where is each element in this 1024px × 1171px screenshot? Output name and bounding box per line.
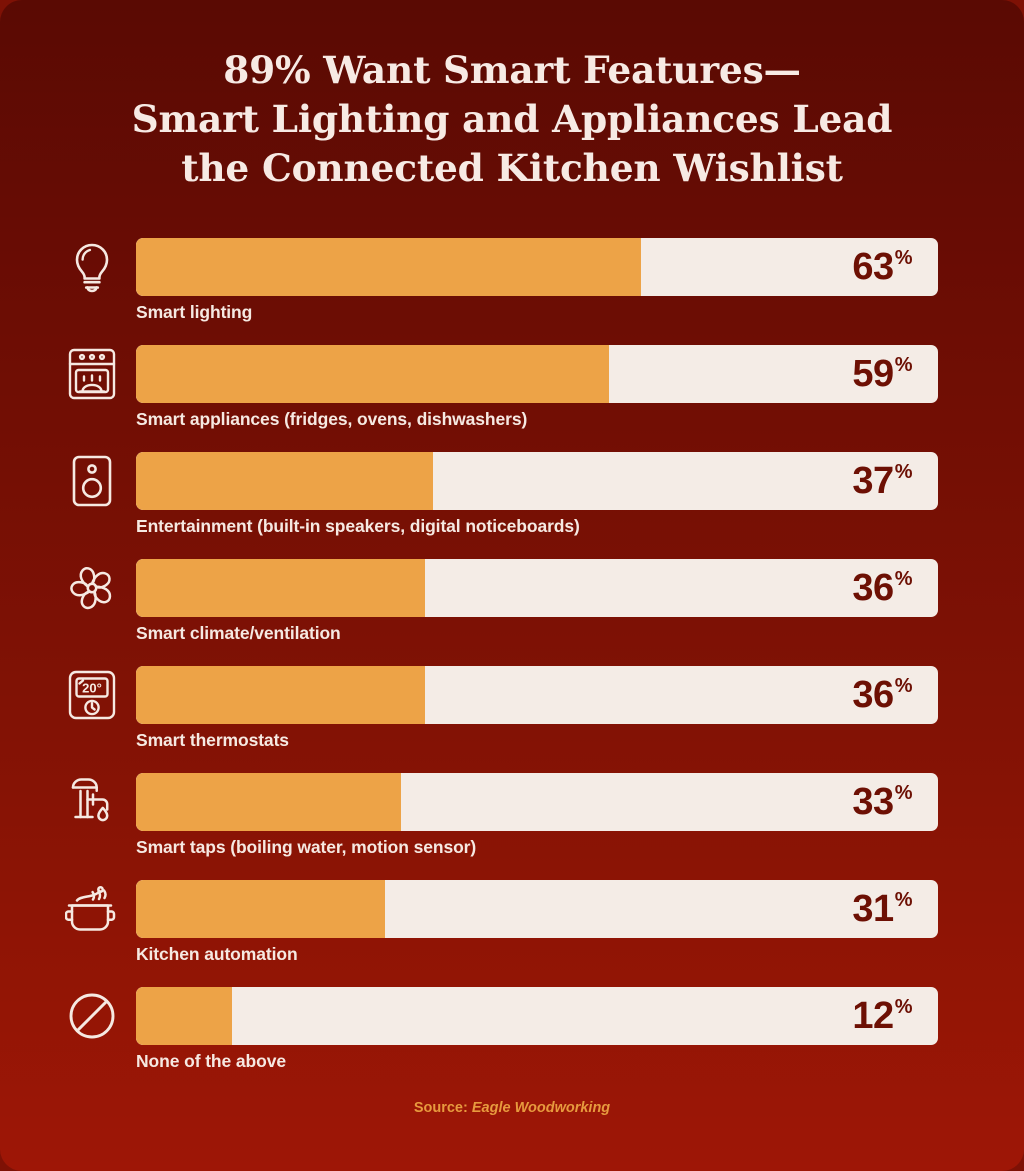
- bar-track: [136, 987, 938, 1045]
- bar-row: 12% None of the above: [0, 987, 1024, 1094]
- source-name: Eagle Woodworking: [471, 1100, 611, 1116]
- title-line-3: the Connected Kitchen Wishlist: [181, 146, 843, 190]
- fan-icon: [60, 559, 124, 617]
- title-line-2: Smart Lighting and Appliances Lead: [131, 97, 893, 141]
- speaker-icon: [60, 452, 124, 510]
- bar: 63%: [136, 238, 938, 296]
- bar: 36%: [136, 559, 938, 617]
- percent-sign: %: [894, 889, 913, 911]
- bar-value-number: 12: [852, 995, 894, 1037]
- bar-fill: [136, 345, 610, 403]
- bar-row: 37% Entertainment (built-in speakers, dig…: [0, 452, 1024, 559]
- bar-label: Smart thermostats: [136, 730, 289, 750]
- bar-fill: [136, 880, 385, 938]
- source-attribution: Source: Eagle Woodworking: [0, 1100, 1024, 1116]
- bar-value-number: 31: [852, 888, 894, 930]
- bar-value: 59%: [678, 345, 938, 403]
- bar-value: 36%: [678, 666, 938, 724]
- bar-label: Entertainment (built-in speakers, digita…: [136, 516, 580, 536]
- bar: 12%: [136, 987, 938, 1045]
- bar-value: 31%: [678, 880, 938, 938]
- bar-value-number: 63: [852, 246, 894, 288]
- percent-sign: %: [894, 568, 913, 590]
- lightbulb-icon: [60, 238, 124, 296]
- bar-label: Kitchen automation: [136, 944, 298, 964]
- bar-chart: 63% Smart lighting 59% Smart appliances (fr…: [0, 238, 1024, 1094]
- bar-fill: [136, 773, 401, 831]
- bar-value-number: 37: [852, 460, 894, 502]
- bar-track: [136, 666, 938, 724]
- bar-track: [136, 773, 938, 831]
- bar-value-number: 33: [852, 781, 894, 823]
- bar-fill: [136, 987, 233, 1045]
- bar-row: 31% Kitchen automation: [0, 880, 1024, 987]
- bar-value-number: 59: [852, 353, 894, 395]
- bar-track: [136, 452, 938, 510]
- bar-value: 37%: [678, 452, 938, 510]
- bar-track: [136, 345, 938, 403]
- title-line-1: 89% Want Smart Features—: [223, 48, 801, 92]
- thermostat-icon: 20°: [60, 666, 124, 724]
- percent-sign: %: [894, 782, 913, 804]
- bar-value: 33%: [678, 773, 938, 831]
- bar-value: 63%: [678, 238, 938, 296]
- bar-row: 36% Smart climate/ventilation: [0, 559, 1024, 666]
- percent-sign: %: [894, 354, 913, 376]
- bar-row: 59% Smart appliances (fridges, ovens, dis…: [0, 345, 1024, 452]
- bar: 31%: [136, 880, 938, 938]
- bar-track: [136, 880, 938, 938]
- bar: 33%: [136, 773, 938, 831]
- bar-fill: [136, 559, 425, 617]
- bar-value: 12%: [678, 987, 938, 1045]
- bar-value: 36%: [678, 559, 938, 617]
- bar-label: Smart taps (boiling water, motion sensor…: [136, 837, 477, 857]
- bar-row: 63% Smart lighting: [0, 238, 1024, 345]
- bar-value-number: 36: [852, 674, 894, 716]
- bar-fill: [136, 238, 642, 296]
- bar-label: Smart appliances (fridges, ovens, dishwa…: [136, 409, 528, 429]
- bar-label: Smart climate/ventilation: [136, 623, 341, 643]
- prohibition-icon: [60, 987, 124, 1045]
- bar-value-number: 36: [852, 567, 894, 609]
- bar-track: [136, 559, 938, 617]
- percent-sign: %: [894, 996, 913, 1018]
- bar-label: None of the above: [136, 1051, 286, 1071]
- bar-fill: [136, 666, 425, 724]
- oven-icon: [60, 345, 124, 403]
- bar-label: Smart lighting: [136, 302, 253, 322]
- percent-sign: %: [894, 675, 913, 697]
- svg-text:20°: 20°: [82, 680, 102, 695]
- bar: 36%: [136, 666, 938, 724]
- bar-row: 20° 36% Smart thermostats: [0, 666, 1024, 773]
- percent-sign: %: [894, 247, 913, 269]
- bar: 37%: [136, 452, 938, 510]
- cooking-pot-icon: [60, 880, 124, 938]
- percent-sign: %: [894, 461, 913, 483]
- bar-fill: [136, 452, 433, 510]
- source-prefix: Source:: [413, 1100, 468, 1116]
- faucet-icon: [60, 773, 124, 831]
- page-title: 89% Want Smart Features— Smart Lighting …: [0, 0, 1024, 193]
- bar-row: 33% Smart taps (boiling water, motion sen…: [0, 773, 1024, 880]
- bar: 59%: [136, 345, 938, 403]
- bar-track: [136, 238, 938, 296]
